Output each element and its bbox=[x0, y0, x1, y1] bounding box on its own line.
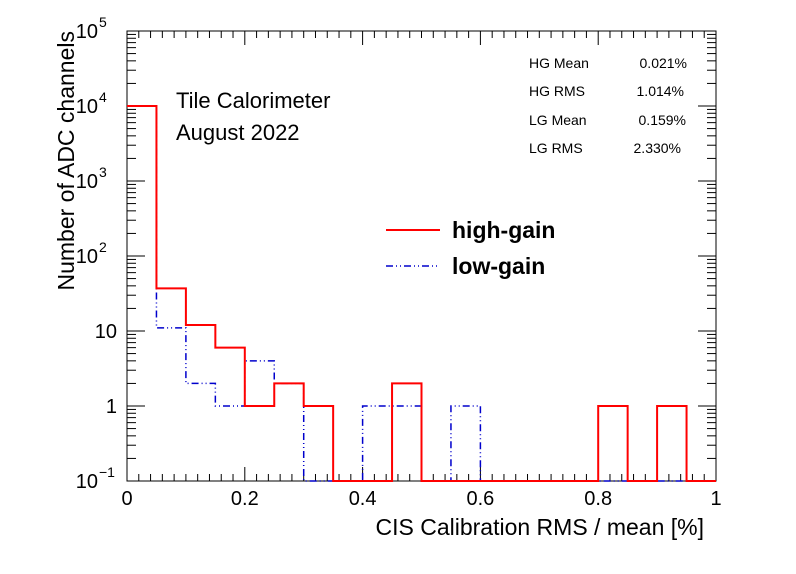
stat-label: HG RMS bbox=[529, 83, 585, 99]
y-tick-label: 10 bbox=[76, 471, 98, 493]
y-tick-exponent: 4 bbox=[99, 89, 107, 105]
y-tick-label: 10 bbox=[76, 21, 98, 43]
y-tick-exponent: 3 bbox=[99, 164, 107, 180]
stat-value: 0.021% bbox=[640, 55, 687, 71]
legend-label-high-gain: high-gain bbox=[452, 217, 555, 243]
y-tick-label: 10 bbox=[76, 171, 98, 193]
stat-label: LG RMS bbox=[529, 140, 583, 156]
stat-value: 0.159% bbox=[639, 112, 686, 128]
series-group bbox=[127, 105, 716, 482]
y-tick-exponent: 2 bbox=[99, 239, 107, 255]
stats-box: HG Mean 0.021% HG RMS 1.014% LG Mean 0.1… bbox=[529, 55, 687, 156]
y-tick-exponent: 5 bbox=[99, 14, 107, 30]
y-tick-label: 10 bbox=[76, 96, 98, 118]
x-tick-label: 0.2 bbox=[231, 488, 259, 510]
stat-label: HG Mean bbox=[529, 55, 589, 71]
x-tick-label: 0 bbox=[121, 488, 132, 510]
stat-label: LG Mean bbox=[529, 112, 587, 128]
x-tick-label: 0.8 bbox=[584, 488, 612, 510]
x-axis-label: CIS Calibration RMS / mean [%] bbox=[375, 514, 704, 540]
y-tick-label: 10 bbox=[76, 246, 98, 268]
legend: high-gain low-gain bbox=[386, 217, 555, 279]
experiment-name: Tile Calorimeter bbox=[176, 88, 330, 113]
x-tick-label: 1 bbox=[710, 488, 721, 510]
axis-ticks bbox=[126, 30, 717, 482]
stat-value: 1.014% bbox=[637, 83, 684, 99]
x-tick-label: 0.4 bbox=[349, 488, 377, 510]
y-tick-label: 1 bbox=[106, 396, 117, 418]
experiment-date: August 2022 bbox=[176, 120, 300, 145]
stat-value: 2.330% bbox=[634, 140, 681, 156]
y-tick-exponent: −1 bbox=[99, 464, 115, 480]
y-tick-label: 10 bbox=[95, 321, 117, 343]
series-high-gain bbox=[127, 105, 716, 482]
legend-label-low-gain: low-gain bbox=[452, 253, 545, 279]
x-tick-label: 0.6 bbox=[466, 488, 494, 510]
y-axis-label: Number of ADC channels bbox=[53, 31, 79, 291]
